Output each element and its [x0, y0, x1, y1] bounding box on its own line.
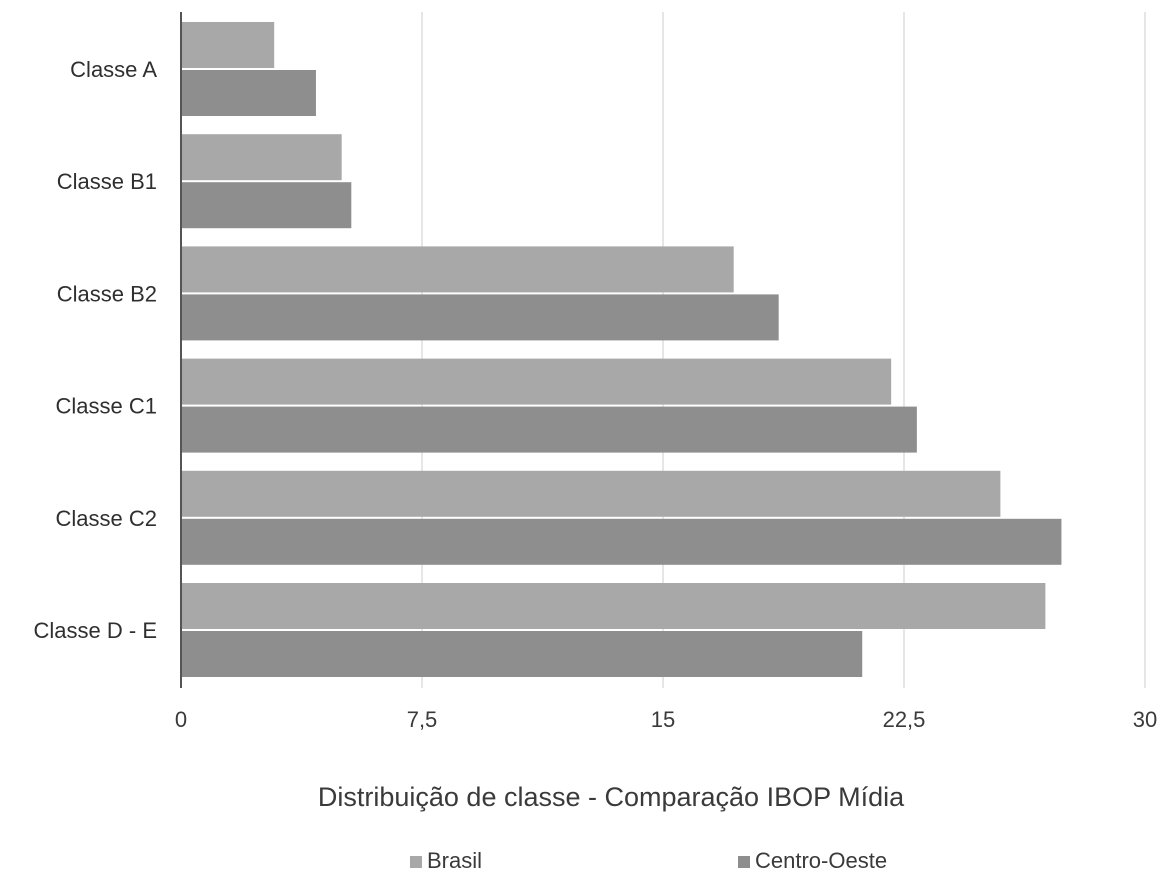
legend: Brasil Centro-Oeste: [410, 848, 887, 873]
x-tick-label: 30: [1133, 707, 1157, 732]
bar-centro-oeste: [181, 631, 863, 677]
legend-swatch: [738, 856, 750, 868]
bar-centro-oeste: [181, 518, 1062, 565]
bar-centro-oeste: [181, 70, 316, 116]
bar-centro-oeste: [181, 294, 779, 341]
category-label: Classe A: [70, 57, 157, 82]
category-labels: Classe A Classe B1 Classe B2 Classe C1 Class…: [34, 57, 158, 643]
legend-label: Brasil: [427, 848, 482, 873]
x-tick-label: 0: [175, 707, 187, 732]
chart-title: Distribuição de classe - Comparação IBOP…: [318, 782, 905, 812]
bar-brasil: [181, 470, 1001, 517]
legend-label: Centro-Oeste: [755, 848, 887, 873]
bar-brasil: [181, 358, 892, 405]
x-tick-label: 22,5: [883, 707, 926, 732]
gridlines: [421, 12, 1146, 688]
bar-centro-oeste: [181, 182, 352, 229]
bar-brasil: [181, 134, 342, 181]
category-label: Classe D - E: [34, 618, 157, 643]
x-tick-label: 15: [651, 707, 675, 732]
bar-brasil: [181, 246, 734, 293]
legend-swatch: [410, 856, 422, 868]
bars: [181, 22, 1062, 677]
category-label: Classe B1: [57, 169, 157, 194]
bar-centro-oeste: [181, 406, 917, 453]
category-label: Classe C2: [56, 506, 157, 531]
category-label: Classe C1: [56, 394, 157, 419]
bar-brasil: [181, 22, 275, 68]
bar-brasil: [181, 583, 1046, 629]
x-axis-ticks: 0 7,5 15 22,5 30: [175, 707, 1157, 732]
category-label: Classe B2: [57, 281, 157, 306]
x-tick-label: 7,5: [407, 707, 438, 732]
